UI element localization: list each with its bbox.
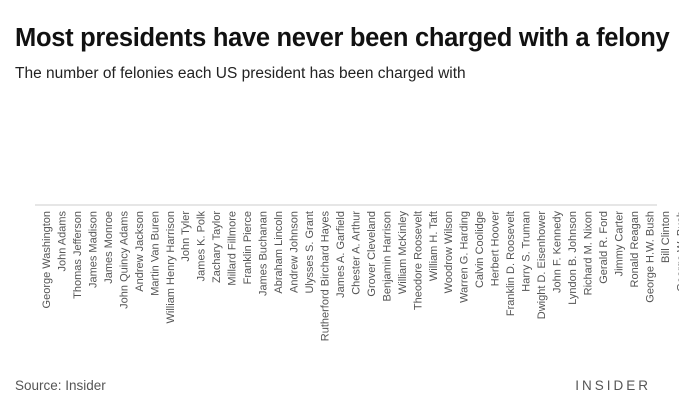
source-note: Source: Insider [15, 378, 106, 393]
x-tick-label: Abraham Lincoln [273, 211, 285, 294]
x-tick-label: Chester A. Arthur [350, 211, 362, 295]
x-tick-label: Dwight D. Eisenhower [536, 211, 548, 320]
x-tick-label: Warren G. Harding [459, 211, 471, 303]
x-tick-label: Richard M. Nixon [582, 211, 594, 295]
x-tick-label: Gerald R. Ford [598, 211, 610, 284]
x-tick-label: Herbert Hoover [490, 211, 502, 287]
x-tick-label: William McKinley [397, 211, 409, 295]
x-tick-label: George H.W. Bush [644, 211, 656, 303]
x-tick-label: Andrew Johnson [289, 211, 301, 293]
x-tick-label: Franklin D. Roosevelt [505, 211, 517, 316]
x-tick-label: William Henry Harrison [165, 211, 177, 323]
x-tick-label: Grover Cleveland [366, 211, 378, 297]
x-tick-label: William H. Taft [428, 211, 440, 281]
chart-title: Most presidents have never been charged … [15, 24, 670, 52]
x-tick-label: James Monroe [103, 211, 115, 284]
x-tick-label: John Tyler [180, 211, 192, 262]
x-tick-label: Jimmy Carter [613, 211, 625, 277]
x-tick-label: Bill Clinton [660, 211, 672, 263]
x-tick-label: Calvin Coolidge [474, 211, 486, 288]
x-tick-label: Ronald Reagan [629, 211, 641, 287]
x-tick-label: Thomas Jefferson [72, 211, 84, 299]
x-tick-label: Rutherford Birchard Hayes [319, 211, 331, 342]
x-tick-label: Harry S. Truman [521, 211, 533, 292]
brand-logo: INSIDER [575, 378, 651, 393]
x-tick-label: James Buchanan [258, 211, 270, 296]
x-tick-label: John F. Kennedy [552, 211, 564, 293]
x-tick-label: Zachary Taylor [211, 211, 223, 283]
chart-subtitle: The number of felonies each US president… [15, 65, 466, 82]
x-tick-label: Millard Fillmore [227, 211, 239, 286]
x-tick-label: George W. Bush [675, 211, 679, 292]
x-tick-label: John Quincy Adams [118, 211, 130, 309]
x-tick-label: Benjamin Harrison [381, 211, 393, 301]
x-tick-label: Ulysses S. Grant [304, 211, 316, 294]
x-tick-label: George Washington [41, 211, 53, 308]
x-tick-label: Martin Van Buren [149, 211, 161, 296]
x-tick-label: Theodore Roosevelt [412, 211, 424, 310]
x-tick-label: Lyndon B. Johnson [567, 211, 579, 305]
x-tick-label: John Adams [56, 211, 68, 272]
x-tick-label: James Madison [87, 211, 99, 288]
x-tick-label: Woodrow Wilson [443, 211, 455, 293]
x-tick-label: James A. Garfield [335, 211, 347, 298]
x-tick-label: Andrew Jackson [134, 211, 146, 292]
x-tick-label: James K. Polk [196, 211, 208, 282]
x-tick-label: Franklin Pierce [242, 211, 254, 284]
